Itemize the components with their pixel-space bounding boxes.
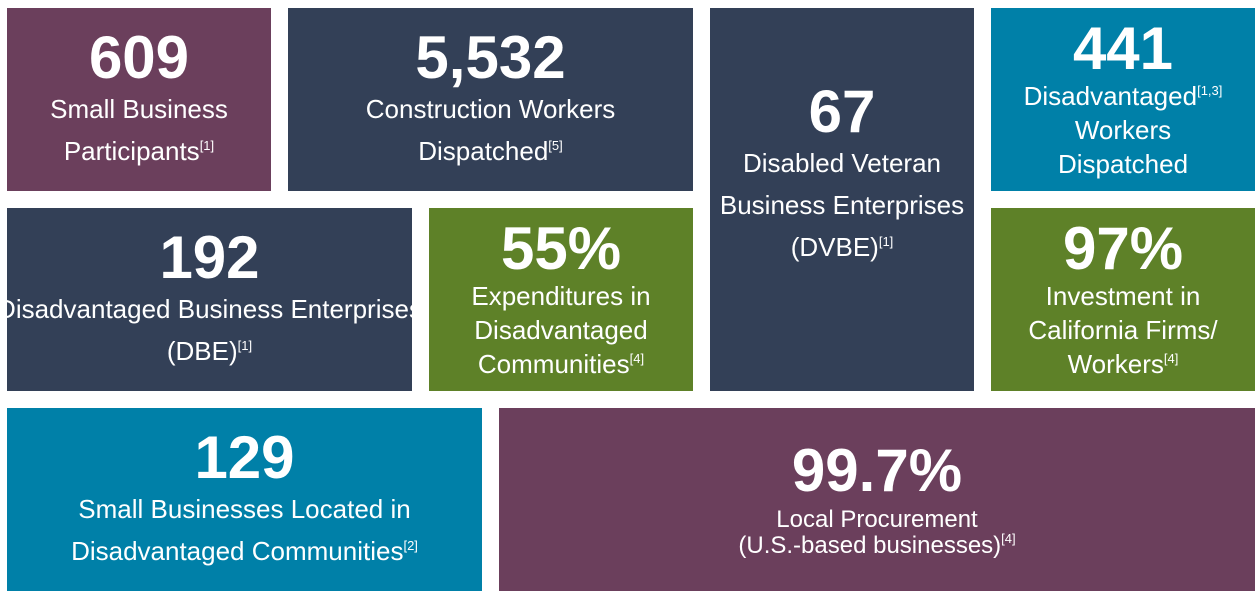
stat-value: 67 <box>808 77 876 145</box>
stat-label-line: Workers[4] <box>1068 347 1179 381</box>
footnote: [5] <box>548 137 563 153</box>
stat-label: Communities <box>477 348 630 379</box>
stat-tile: 55% Expenditures in Disadvantaged Commun… <box>429 208 693 391</box>
stat-label: California Firms/ <box>1028 314 1218 345</box>
stat-label: Small Businesses Located in <box>78 493 411 524</box>
stat-label-line: (U.S.-based businesses)[4] <box>738 530 1016 559</box>
stat-value: 99.7% <box>791 436 963 504</box>
stat-label: (U.S.-based businesses) <box>738 531 1002 559</box>
stat-label-line: (DVBE)[1] <box>791 226 894 268</box>
footnote: [2] <box>403 537 418 553</box>
stat-label: Disadvantaged <box>1023 80 1198 111</box>
footnote: [4] <box>629 350 645 366</box>
stat-tile: 99.7% Local Procurement (U.S.-based busi… <box>499 408 1255 591</box>
stat-label-line: Dispatched[5] <box>418 130 563 172</box>
stat-label: (DVBE) <box>790 231 879 262</box>
stat-label: Small Business <box>50 93 228 124</box>
stat-label-line: Participants[1] <box>64 130 214 172</box>
footnote: [1] <box>878 233 894 249</box>
footnote: [4] <box>1001 530 1016 546</box>
stat-value: 97% <box>1062 214 1184 282</box>
stat-label: Dispatched <box>1057 148 1189 179</box>
footnote: [1] <box>199 137 215 153</box>
stat-value: 5,532 <box>415 23 566 91</box>
stat-label: Construction Workers <box>365 93 616 124</box>
stat-value: 441 <box>1072 14 1174 82</box>
stat-label-line: Disadvantaged Communities[2] <box>71 530 418 572</box>
stat-tile: 97% Investment in California Firms/ Work… <box>991 208 1255 391</box>
stat-label: Workers <box>1074 114 1172 145</box>
stat-label-line: (DBE)[1] <box>167 330 252 372</box>
stat-label: Expenditures in <box>471 280 651 311</box>
stat-value: 129 <box>194 423 295 491</box>
stat-tile: 67 Disabled Veteran Business Enterprises… <box>710 8 974 391</box>
stat-tile: 441 Disadvantaged[1,3] Workers Dispatche… <box>991 8 1255 191</box>
stat-label-line: Disadvantaged[1,3] <box>1024 79 1223 113</box>
footnote: [1,3] <box>1197 82 1223 98</box>
stat-label: Disadvantaged Business Enterprises <box>0 293 422 324</box>
stat-label: Disabled Veteran <box>742 147 942 178</box>
stat-label: Disadvantaged <box>474 314 648 345</box>
stat-value: 609 <box>88 23 190 91</box>
stat-value: 192 <box>159 223 260 291</box>
stat-label: Investment in <box>1045 280 1201 311</box>
stat-label: Dispatched <box>418 135 549 166</box>
stat-label: Business Enterprises <box>719 189 965 220</box>
footnote: [1] <box>237 337 253 353</box>
stat-label: (DBE) <box>166 335 238 366</box>
stat-label: Local Procurement <box>776 505 978 533</box>
stat-value: 55% <box>500 214 622 282</box>
stat-label: Workers <box>1067 348 1164 379</box>
footnote: [4] <box>1163 350 1179 366</box>
stat-label-line: Communities[4] <box>478 347 644 381</box>
stat-tile: 192 Disadvantaged Business Enterprises (… <box>0 208 422 391</box>
stat-tile: 129 Small Businesses Located in Disadvan… <box>7 408 482 591</box>
stat-label: Participants <box>63 135 200 166</box>
stat-tile: 5,532 Construction Workers Dispatched[5] <box>288 8 693 191</box>
stat-label: Disadvantaged Communities <box>71 535 404 566</box>
stat-tile: 609 Small Business Participants[1] <box>7 8 271 191</box>
